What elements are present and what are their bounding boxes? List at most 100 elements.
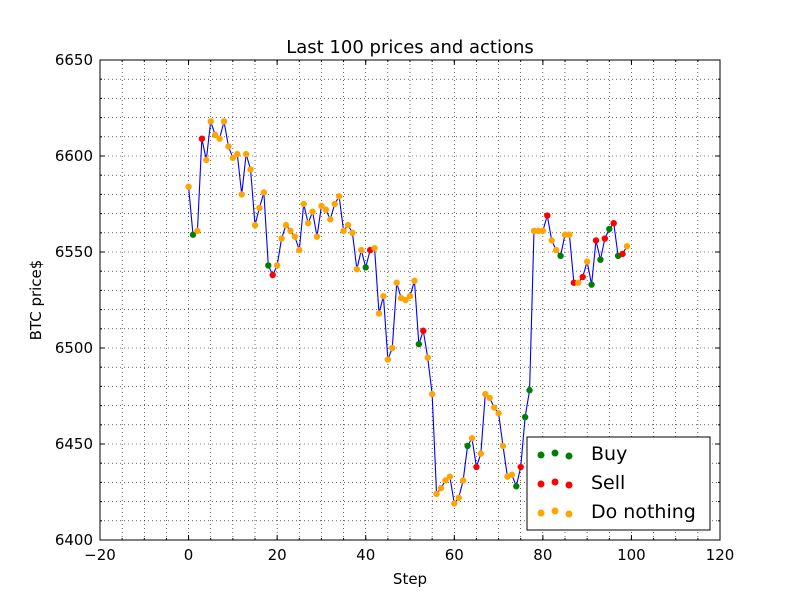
do-nothing-point: [451, 500, 458, 507]
legend-label-do-nothing: Do nothing: [591, 501, 696, 523]
do-nothing-point: [424, 354, 431, 361]
do-nothing-point: [490, 404, 498, 411]
grid: [99, 59, 721, 541]
do-nothing-point: [340, 227, 347, 235]
do-nothing-point: [459, 477, 467, 484]
do-nothing-point: [185, 183, 192, 190]
do-nothing-point: [358, 246, 365, 254]
do-nothing-point: [508, 471, 516, 478]
x-tick-label: 60: [445, 546, 464, 564]
y-tick-label: 6550: [55, 243, 93, 261]
y-tick-label: 6400: [55, 531, 93, 549]
do-nothing-point: [313, 233, 321, 240]
do-nothing-point: [583, 258, 591, 265]
do-nothing-point: [211, 131, 219, 139]
sell-point: [517, 463, 524, 471]
do-nothing-point: [623, 243, 631, 250]
do-nothing-point: [194, 227, 201, 235]
marker-layer: [185, 118, 631, 507]
do-nothing-point: [375, 310, 383, 317]
do-nothing-point: [327, 216, 334, 223]
do-nothing-point: [437, 484, 445, 492]
buy-point: [415, 340, 423, 348]
do-nothing-point: [530, 227, 538, 235]
do-nothing-point: [309, 208, 316, 215]
buy-point: [588, 281, 595, 288]
sell-point: [473, 463, 480, 471]
sell-point: [420, 327, 427, 334]
do-nothing-point: [442, 477, 449, 484]
sell-point: [579, 273, 586, 281]
sell-point: [570, 279, 578, 286]
x-tick-label: 20: [268, 546, 287, 564]
do-nothing-point: [260, 189, 268, 196]
legend-label-sell: Sell: [591, 472, 625, 494]
do-nothing-point: [482, 390, 489, 398]
do-nothing-point: [402, 296, 409, 304]
do-nothing-point: [380, 292, 387, 300]
buy-point: [464, 442, 471, 450]
do-nothing-point: [203, 156, 210, 164]
do-nothing-point: [539, 227, 547, 235]
do-nothing-point: [229, 154, 237, 162]
do-nothing-point: [428, 390, 436, 398]
legend-marker-sell: [565, 481, 573, 489]
sell-point: [592, 237, 600, 244]
do-nothing-point: [389, 344, 396, 352]
legend-marker-do-nothing: [537, 509, 545, 517]
do-nothing-point: [273, 262, 281, 269]
do-nothing-point: [251, 221, 259, 229]
do-nothing-point: [455, 494, 462, 501]
do-nothing-point: [300, 200, 307, 208]
do-nothing-point: [256, 204, 263, 212]
do-nothing-point: [575, 279, 582, 286]
do-nothing-point: [234, 150, 241, 158]
do-nothing-point: [411, 277, 418, 284]
do-nothing-point: [291, 233, 299, 240]
do-nothing-point: [282, 221, 290, 229]
do-nothing-point: [495, 410, 502, 417]
legend: Buy Sell Do nothing: [526, 436, 711, 531]
buy-point: [513, 483, 520, 490]
chart-title: Last 100 prices and actions: [286, 37, 534, 58]
do-nothing-point: [238, 191, 245, 198]
do-nothing-point: [242, 150, 250, 158]
do-nothing-point: [561, 231, 569, 238]
buy-point: [362, 264, 369, 271]
do-nothing-point: [406, 292, 414, 300]
do-nothing-point: [486, 394, 493, 402]
do-nothing-point: [371, 244, 378, 252]
buy-point: [521, 413, 529, 421]
do-nothing-point: [207, 118, 214, 125]
do-nothing-point: [287, 227, 294, 235]
legend-marker-sell: [537, 480, 545, 488]
do-nothing-point: [278, 235, 285, 242]
legend-marker-buy: [551, 449, 559, 457]
do-nothing-point: [304, 220, 312, 227]
y-tick-label: 6650: [55, 51, 93, 69]
do-nothing-point: [548, 237, 555, 244]
sell-point: [269, 271, 276, 279]
x-axis-label: Step: [393, 570, 427, 588]
y-tick-label: 6500: [55, 339, 93, 357]
do-nothing-point: [331, 200, 338, 208]
do-nothing-point: [344, 221, 352, 229]
sell-point: [544, 212, 551, 219]
buy-point: [265, 262, 272, 269]
buy-point: [606, 225, 613, 233]
do-nothing-point: [384, 356, 392, 363]
buy-point: [557, 252, 564, 260]
x-tick-label: 40: [356, 546, 375, 564]
y-axis-label: BTC price$: [27, 260, 45, 341]
do-nothing-point: [552, 246, 560, 254]
do-nothing-point: [318, 202, 325, 210]
do-nothing-point: [468, 435, 476, 442]
sell-point: [610, 220, 617, 227]
do-nothing-point: [349, 229, 356, 236]
buy-point: [597, 256, 604, 263]
do-nothing-point: [322, 206, 330, 213]
do-nothing-point: [566, 231, 573, 238]
do-nothing-point: [216, 135, 223, 142]
do-nothing-point: [220, 118, 228, 125]
